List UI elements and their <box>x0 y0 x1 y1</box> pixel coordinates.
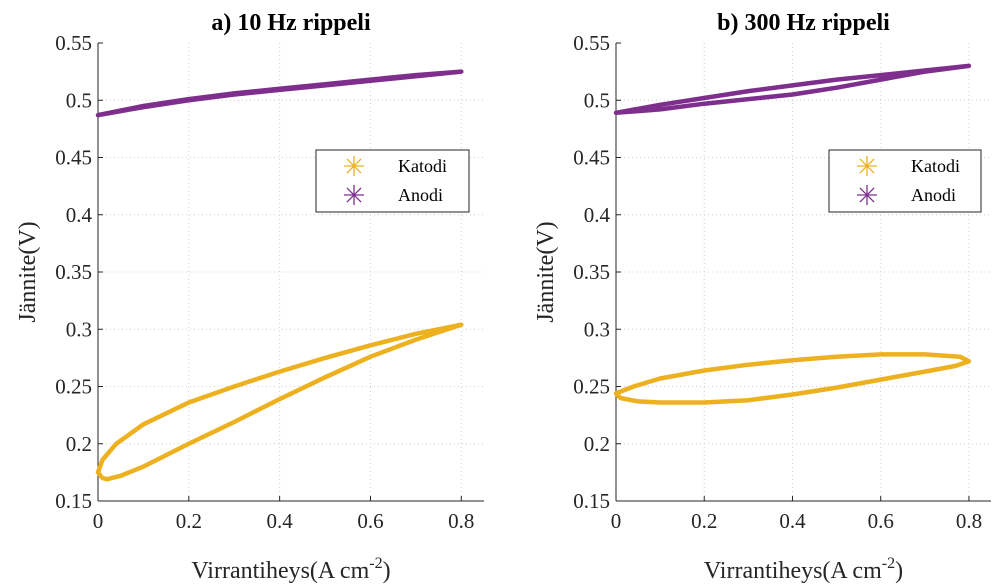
x-axis-label-main: Virrantiheys(A cm <box>191 558 369 584</box>
x-tick-label: 0.4 <box>779 509 806 533</box>
legend-marker-anodi-d2 <box>859 187 875 203</box>
x-axis-label: Virrantiheys(A cm-2) <box>191 555 390 584</box>
y-tick-label: 0.55 <box>573 31 610 55</box>
y-tick-label: 0.15 <box>573 489 610 513</box>
y-tick-label: 0.3 <box>66 317 92 341</box>
series-line-katodi <box>613 352 972 405</box>
x-tick-label: 0.6 <box>868 509 894 533</box>
x-axis-label-superscript: -2 <box>369 555 382 572</box>
y-tick-label: 0.25 <box>573 375 610 399</box>
chart-title: a) 10 Hz rippeli <box>211 10 371 36</box>
legend-marker-anodi <box>344 185 364 205</box>
y-tick-label: 0.2 <box>584 432 610 456</box>
legend: Katodi Anodi <box>828 149 982 213</box>
legend-label-anodi: Anodi <box>398 185 443 205</box>
panel-b: 0 0.2 0.4 0.6 0.8 0.15 0.2 0.25 0.3 0.35 0.4 0.45 0.… <box>533 10 991 584</box>
legend-label-katodi: Katodi <box>911 156 960 176</box>
legend-label-katodi: Katodi <box>398 156 447 176</box>
x-tick-label: 0.6 <box>357 509 383 533</box>
y-tick-label: 0.5 <box>584 88 610 112</box>
x-tick-label: 0.2 <box>691 509 717 533</box>
legend-marker-anodi <box>857 185 877 205</box>
legend-marker-katodi-d2 <box>346 158 362 174</box>
y-axis-label: Jännite(V) <box>533 221 559 322</box>
x-tick-label: 0.8 <box>956 509 982 533</box>
legend-label-anodi: Anodi <box>911 185 956 205</box>
y-tick-label: 0.5 <box>66 88 92 112</box>
y-tick-label: 0.4 <box>584 203 611 227</box>
series-line-anodi <box>613 63 972 116</box>
x-axis-label-superscript: -2 <box>882 555 895 572</box>
y-tick-label: 0.25 <box>55 375 92 399</box>
legend-marker-katodi <box>857 156 877 176</box>
y-tick-label: 0.45 <box>573 146 610 170</box>
legend-box <box>315 149 470 213</box>
y-axis-label: Jännite(V) <box>15 221 41 322</box>
x-tick-label: 0.8 <box>448 509 474 533</box>
y-tick-label: 0.15 <box>55 489 92 513</box>
y-tick-label: 0.4 <box>66 203 93 227</box>
series-line-katodi <box>95 322 464 482</box>
x-axis-label-main: Virrantiheys(A cm <box>704 558 882 584</box>
y-tick-label: 0.35 <box>573 260 610 284</box>
x-tick-label: 0.4 <box>267 509 294 533</box>
y-tick-label: 0.2 <box>66 432 92 456</box>
x-tick-label: 0.2 <box>176 509 202 533</box>
panel-a: 0 0.2 0.4 0.6 0.8 0.15 0.2 0.25 0.3 0.35 0.4 0.45 0.… <box>15 10 484 584</box>
y-tick-label: 0.45 <box>55 146 92 170</box>
x-axis-label-end: ) <box>383 558 391 584</box>
x-tick-label: 0 <box>611 509 622 533</box>
y-tick-label: 0.55 <box>55 31 92 55</box>
y-tick-label: 0.3 <box>584 317 610 341</box>
legend-box <box>828 149 982 213</box>
legend-marker-katodi <box>344 156 364 176</box>
chart-title: b) 300 Hz rippeli <box>717 10 890 36</box>
legend-marker-katodi-d2 <box>859 158 875 174</box>
x-axis-label-end: ) <box>895 558 903 584</box>
x-tick-label: 0 <box>93 509 104 533</box>
y-tick-label: 0.35 <box>55 260 92 284</box>
legend: Katodi Anodi <box>315 149 470 213</box>
x-axis-label: Virrantiheys(A cm-2) <box>704 555 903 584</box>
series-line-anodi <box>95 69 464 118</box>
legend-marker-anodi-d2 <box>346 187 362 203</box>
